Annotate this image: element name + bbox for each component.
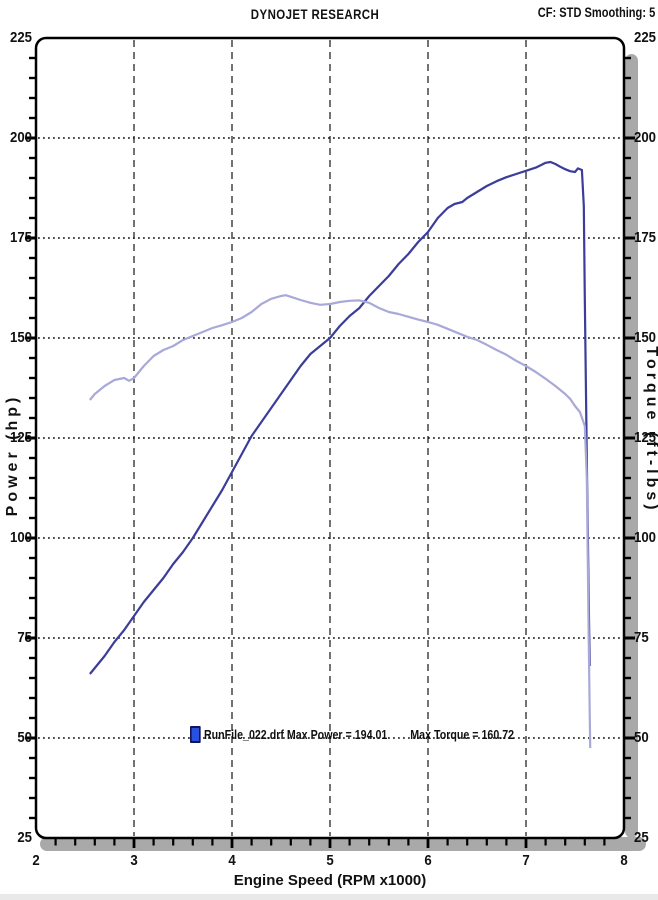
y-tick-label-left: 75 <box>17 629 32 646</box>
y-tick-label-left: 50 <box>17 729 32 746</box>
plot-shadow <box>40 54 646 851</box>
legend-run-max-power: RunFile_022.drf Max Power = 194.01 <box>203 727 388 742</box>
y-tick-label-right: 100 <box>634 529 657 546</box>
y-tick-label-left: 25 <box>17 829 32 846</box>
window-bottom-strip <box>0 894 658 900</box>
x-tick-label: 6 <box>424 852 432 869</box>
y-tick-label-left: 175 <box>9 229 32 246</box>
y-tick-label-left: 225 <box>9 29 32 46</box>
y-tick-label-right: 150 <box>634 329 657 346</box>
y-tick-label-right: 50 <box>634 729 649 746</box>
y-tick-label-right: 175 <box>634 229 657 246</box>
y-tick-label-left: 100 <box>9 529 32 546</box>
x-tick-label: 8 <box>620 852 628 869</box>
legend: RunFile_022.drf Max Power = 194.01 Max T… <box>190 726 514 743</box>
y-tick-label-right: 25 <box>634 829 649 846</box>
y-tick-label-right: 225 <box>634 29 657 46</box>
legend-max-torque: Max Torque = 160.72 <box>410 727 515 742</box>
x-tick-label: 7 <box>522 852 530 869</box>
axis-ticks <box>25 56 635 848</box>
y-axis-title-power: Power (hp) <box>4 393 21 517</box>
x-tick-label: 5 <box>326 852 334 869</box>
y-tick-label-right: 125 <box>634 429 657 446</box>
y-tick-label-left: 150 <box>9 329 32 346</box>
x-tick-label: 4 <box>228 852 236 869</box>
y-tick-label-left: 200 <box>9 129 32 146</box>
run-series-marker-icon <box>190 726 201 743</box>
y-tick-label-left: 125 <box>9 429 32 446</box>
x-axis-title: Engine Speed (RPM x1000) <box>233 872 427 889</box>
correction-smoothing-label: CF: STD Smoothing: 5 <box>537 5 655 20</box>
x-tick-label: 2 <box>32 852 40 869</box>
power-curve <box>89 160 591 675</box>
gridlines <box>38 40 622 836</box>
y-tick-label-right: 75 <box>634 629 649 646</box>
x-tick-label: 3 <box>130 852 138 869</box>
page-title: DYNOJET RESEARCH <box>250 6 380 22</box>
y-axis-title-torque: Torque (ft-lbs) <box>643 346 658 514</box>
torque-curve <box>89 294 592 749</box>
y-tick-label-right: 200 <box>634 129 657 146</box>
